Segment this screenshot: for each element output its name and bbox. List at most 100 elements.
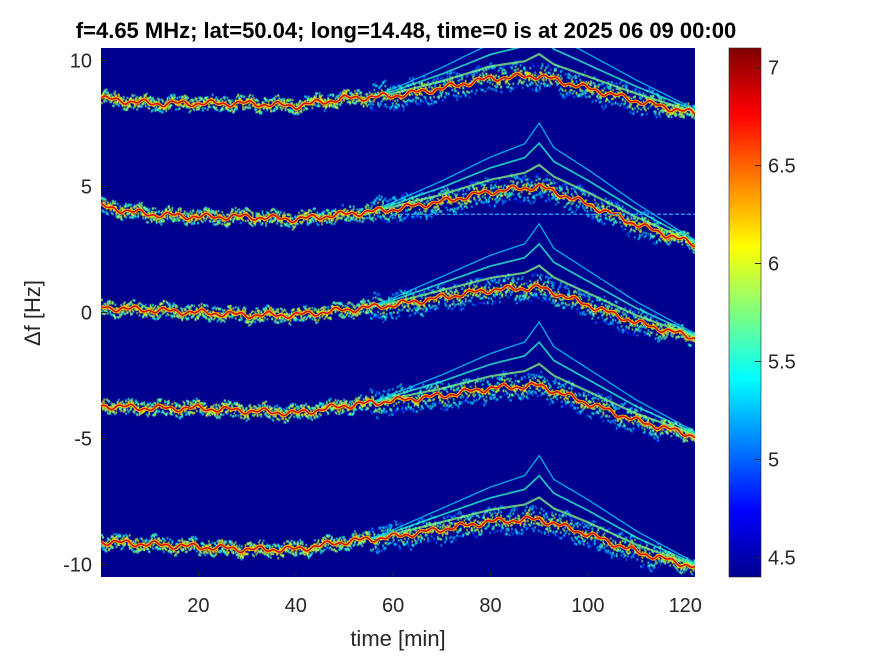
trace-noise-pixel (429, 198, 432, 202)
trace-noise-pixel (115, 102, 118, 106)
trace-noise-pixel (329, 93, 332, 97)
trace-noise-pixel (178, 216, 181, 219)
trace-noise-pixel (183, 212, 186, 215)
trace-noise-pixel (114, 317, 116, 320)
trace-noise-pixel (394, 294, 396, 297)
trace-noise-pixel (469, 81, 472, 84)
trace-noise-pixel (227, 223, 230, 226)
trace-noise-pixel (367, 310, 370, 313)
trace-noise-pixel (373, 313, 376, 317)
trace-noise-pixel (419, 98, 422, 101)
trace-noise-pixel (299, 319, 302, 322)
trace-noise-pixel (243, 210, 246, 213)
trace-noise-pixel (279, 221, 282, 224)
trace-noise-pixel (405, 216, 407, 219)
trace-noise-pixel (421, 296, 423, 299)
trace-noise-pixel (204, 304, 207, 308)
trace-noise-pixel (561, 185, 563, 188)
trace-noise-pixel (457, 201, 460, 204)
trace-noise-pixel (278, 103, 281, 107)
trace-noise-pixel (126, 304, 129, 307)
trace-noise-pixel (137, 203, 140, 207)
trace-noise-pixel (659, 235, 662, 238)
trace-noise-pixel (211, 220, 214, 223)
trace-noise-pixel (187, 96, 190, 99)
trace-noise-pixel (519, 70, 522, 73)
trace-noise-pixel (119, 205, 121, 208)
trace-noise-pixel (290, 109, 293, 112)
trace-noise-pixel (411, 76, 413, 80)
trace-noise-pixel (399, 108, 401, 111)
trace-noise-pixel (357, 99, 360, 102)
trace-noise-pixel (393, 302, 395, 306)
trace-noise-pixel (301, 318, 304, 321)
trace-noise-pixel (110, 100, 113, 104)
trace-noise-pixel (247, 219, 249, 222)
trace-noise-pixel (602, 89, 605, 93)
trace-noise-pixel (405, 286, 407, 290)
trace-noise-pixel (421, 93, 423, 96)
trace-noise-pixel (508, 90, 511, 93)
trace-noise-pixel (578, 205, 580, 208)
trace-noise-pixel (268, 314, 271, 317)
trace-noise-pixel (618, 88, 620, 91)
trace-noise-pixel (567, 76, 569, 79)
trace-noise-pixel (649, 86, 652, 90)
trace-noise-pixel (559, 92, 562, 95)
trace-noise-pixel (497, 199, 500, 202)
trace-noise-pixel (585, 206, 588, 209)
trace-noise-pixel (352, 205, 355, 208)
trace-noise-pixel (122, 302, 125, 305)
trace-noise-pixel (197, 315, 199, 319)
trace-noise-pixel (573, 90, 575, 93)
trace-noise-pixel (445, 91, 448, 94)
trace-noise-pixel (537, 64, 540, 68)
trace-noise-pixel (545, 179, 547, 182)
trace-noise-pixel (531, 88, 534, 91)
trace-noise-pixel (625, 86, 628, 90)
trace-noise-pixel (228, 306, 231, 310)
trace-noise-pixel (468, 200, 471, 203)
trace-noise-pixel (626, 217, 629, 221)
trace-noise-pixel (667, 111, 669, 114)
trace-noise-pixel (111, 301, 114, 304)
trace-noise-pixel (356, 216, 359, 219)
trace-noise-pixel (385, 98, 388, 101)
trace-noise-pixel (578, 95, 580, 98)
trace-noise-pixel (310, 218, 312, 221)
trace-noise-pixel (287, 99, 289, 102)
trace-noise-pixel (154, 211, 157, 214)
trace-noise-pixel (102, 312, 104, 315)
trace-noise-pixel (180, 209, 182, 212)
trace-noise-pixel (667, 115, 669, 118)
trace-noise-pixel (354, 306, 356, 310)
trace-noise-pixel (126, 213, 129, 216)
trace-noise-pixel (316, 211, 319, 214)
trace-noise-pixel (323, 219, 326, 223)
trace-noise-pixel (530, 77, 533, 80)
trace-noise-pixel (284, 107, 287, 110)
trace-noise-pixel (378, 316, 381, 319)
trace-noise-pixel (473, 197, 476, 201)
trace-noise-pixel (640, 108, 642, 111)
trace-noise-pixel (175, 304, 177, 307)
trace-noise-pixel (508, 198, 511, 201)
trace-noise-pixel (410, 99, 412, 103)
trace-noise-pixel (602, 206, 605, 209)
trace-noise-pixel (355, 102, 357, 105)
trace-noise-pixel (668, 239, 670, 242)
trace-noise-pixel (119, 102, 121, 105)
trace-noise-pixel (344, 304, 347, 308)
trace-noise-pixel (651, 95, 653, 98)
trace-noise-pixel (492, 67, 495, 70)
trace-noise-pixel (132, 310, 135, 313)
trace-noise-pixel (378, 105, 381, 108)
trace-noise-pixel (563, 197, 566, 200)
trace-noise-pixel (346, 209, 349, 212)
trace-noise-pixel (138, 314, 141, 317)
trace-noise-pixel (435, 206, 438, 209)
trace-noise-pixel (480, 88, 483, 92)
trace-noise-pixel (323, 308, 326, 311)
trace-noise-pixel (142, 304, 144, 308)
trace-noise-pixel (372, 216, 375, 219)
